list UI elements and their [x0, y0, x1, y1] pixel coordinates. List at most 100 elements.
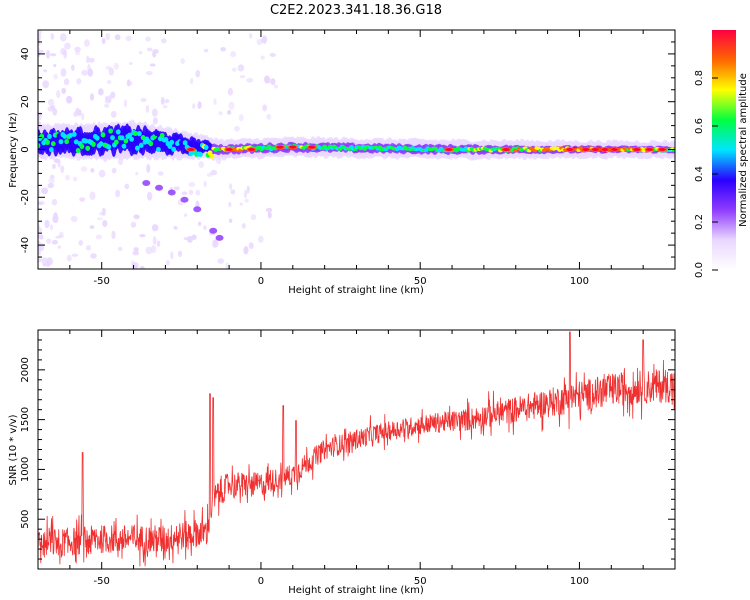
heatmap-core-cell — [91, 141, 96, 147]
heatmap-noise-cell — [183, 236, 190, 241]
spectrogram-panel: -50 0 50 100 -40 -20 0 20 40 Height of straight… — [8, 29, 676, 296]
heatmap-core-cell — [167, 143, 173, 149]
x-tick-label: 50 — [414, 576, 427, 587]
heatmap-noise-cell — [101, 37, 106, 44]
heatmap-core-cell — [75, 147, 81, 154]
heatmap-noise-cell — [38, 42, 41, 46]
heatmap-noise-cell — [73, 176, 78, 182]
heatmap-core-cell — [148, 141, 154, 147]
y-tick-label: 1500 — [20, 407, 31, 432]
colorbar-label: Normalized spectral amplitude — [738, 73, 749, 227]
heatmap-noise-cell — [56, 90, 61, 98]
heatmap-noise-cell — [128, 81, 133, 86]
heatmap-noise-cell — [107, 95, 112, 103]
heatmap-noise-cell — [77, 109, 82, 117]
x-tick-label: 0 — [258, 276, 264, 287]
heatmap-noise-cell — [139, 265, 145, 269]
heatmap-core-cell — [110, 135, 115, 141]
heatmap-noise-cell — [50, 33, 55, 40]
heatmap-noise-cell — [249, 33, 253, 39]
colorbar-tick-label: 0.2 — [694, 214, 705, 230]
heatmap-hotspot-core — [582, 148, 590, 151]
heatmap-noise-cell — [145, 36, 151, 42]
heatmap-noise-cell — [53, 64, 57, 68]
heatmap-noise-cell — [49, 224, 54, 231]
heatmap-noise-cell — [60, 68, 67, 77]
heatmap-noise-cell — [244, 198, 249, 203]
y-tick-label: 0 — [20, 146, 31, 152]
heatmap-core-cell — [38, 143, 41, 149]
heatmap-noise-cell — [239, 75, 246, 79]
heatmap-noise-cell — [57, 158, 61, 168]
heatmap-noise-cell — [38, 47, 41, 53]
heatmap-noise-cell — [52, 163, 56, 170]
heatmap-noise-cell — [108, 67, 115, 76]
heatmap-hotspot-core — [646, 148, 654, 151]
heatmap-noise-cell — [226, 110, 232, 115]
heatmap-noise-cell — [195, 69, 201, 78]
heatmap-core-cell — [169, 139, 175, 145]
heatmap-noise-cell — [203, 48, 209, 53]
heatmap-core-cell — [154, 130, 159, 137]
heatmap-core-cell — [47, 133, 52, 140]
heatmap-noise-cell — [161, 38, 167, 44]
heatmap-noise-cell — [111, 167, 117, 174]
heatmap-noise-cell — [181, 191, 188, 195]
heatmap-noise-cell — [106, 80, 112, 85]
heatmap-noise-cell — [246, 185, 250, 194]
heatmap-hotspot-core — [658, 148, 666, 151]
heatmap-noise-cell — [225, 262, 230, 269]
heatmap-noise-cell — [76, 78, 82, 85]
heatmap-noise-cell — [220, 46, 226, 52]
heatmap-noise-cell — [66, 95, 73, 104]
heatmap-noise-cell — [243, 189, 248, 199]
heatmap-core-cell — [64, 138, 70, 145]
heatmap-noise-cell — [81, 112, 85, 121]
heatmap-noise-cell — [266, 113, 272, 120]
heatmap-secondary-cell — [215, 234, 224, 241]
heatmap-noise-cell — [57, 245, 62, 249]
heatmap-noise-cell — [50, 53, 57, 57]
heatmap-noise-cell — [230, 51, 237, 58]
heatmap-noise-cell — [260, 55, 265, 60]
y-tick-label: -40 — [20, 237, 31, 253]
y-tick-label: 20 — [20, 95, 31, 108]
heatmap-noise-cell — [53, 73, 58, 80]
spectrogram-y-ticks: -40 -20 0 20 40 — [20, 29, 675, 270]
heatmap-noise-cell — [97, 88, 104, 96]
heatmap-noise-cell — [164, 98, 170, 104]
heatmap-core-cell — [69, 147, 75, 153]
heatmap-noise-cell — [38, 224, 41, 230]
heatmap-core-cell — [182, 140, 188, 146]
heatmap-core-cell — [266, 144, 272, 149]
heatmap-noise-cell — [230, 189, 236, 195]
heatmap-core-cell — [119, 135, 125, 141]
heatmap-noise-cell — [83, 39, 90, 47]
heatmap-noise-cell — [89, 225, 95, 230]
heatmap-core-cell — [56, 133, 62, 139]
heatmap-hotspot-core — [445, 148, 453, 151]
heatmap-noise-cell — [81, 69, 89, 76]
heatmap-noise-cell — [71, 253, 79, 257]
heatmap-noise-cell — [152, 117, 158, 125]
heatmap-noise-cell — [188, 182, 196, 187]
snr-series-line — [38, 331, 675, 567]
heatmap-core-cell — [134, 145, 140, 151]
heatmap-noise-cell — [38, 116, 42, 121]
x-tick-label: 0 — [258, 576, 264, 587]
heatmap-noise-cell — [88, 57, 95, 63]
heatmap-noise-cell — [262, 104, 268, 112]
heatmap-noise-cell — [192, 103, 196, 110]
heatmap-noise-cell — [46, 257, 53, 266]
heatmap-noise-cell — [61, 87, 67, 94]
heatmap-noise-cell — [59, 33, 67, 42]
heatmap-core-cell — [85, 145, 91, 151]
heatmap-noise-cell — [89, 191, 96, 200]
heatmap-noise-cell — [267, 211, 272, 219]
heatmap-core-cell — [203, 144, 209, 150]
heatmap-core-cell — [68, 132, 73, 138]
spectrogram-x-label: Height of straight line (km) — [288, 285, 424, 296]
heatmap-noise-cell — [140, 97, 147, 103]
heatmap-core-cell — [62, 133, 68, 139]
heatmap-noise-cell — [110, 91, 116, 99]
